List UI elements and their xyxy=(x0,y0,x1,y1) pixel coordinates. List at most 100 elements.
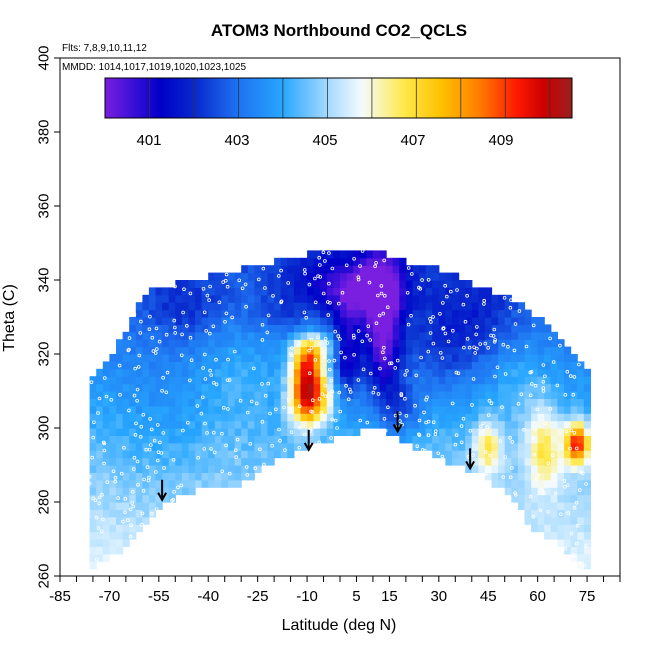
heatmap-cell xyxy=(188,346,196,355)
heatmap-cell xyxy=(228,457,236,466)
heatmap-cell xyxy=(557,435,565,444)
heatmap-cell xyxy=(564,383,572,392)
sample-dot xyxy=(226,357,230,362)
heatmap-cell xyxy=(300,368,308,377)
heatmap-cell xyxy=(274,354,282,362)
heatmap-cell xyxy=(386,376,394,385)
heatmap-cell xyxy=(260,376,269,385)
heatmap-cell xyxy=(550,331,558,340)
heatmap-cell xyxy=(379,420,387,429)
heatmap-cell xyxy=(425,361,433,370)
heatmap-cell xyxy=(537,428,545,436)
heatmap-cell xyxy=(340,280,348,288)
sample-dot xyxy=(208,284,212,289)
heatmap-cell xyxy=(320,309,328,318)
heatmap-cell xyxy=(260,346,269,355)
heatmap-cell xyxy=(399,265,407,274)
heatmap-cell xyxy=(313,361,321,370)
heatmap-cell xyxy=(326,287,334,296)
y-axis-label: Theta (C) xyxy=(1,284,18,352)
heatmap-cell xyxy=(570,539,578,547)
sample-dot xyxy=(90,455,94,460)
sample-dot xyxy=(503,455,508,459)
heatmap-cell xyxy=(524,376,532,385)
heatmap-cell xyxy=(287,324,295,333)
heatmap-cell xyxy=(234,339,242,348)
heatmap-cell xyxy=(293,317,302,325)
heatmap-cell xyxy=(142,346,150,355)
chart-title: ATOM3 Northbound CO2_QCLS xyxy=(211,21,467,40)
heatmap-cell xyxy=(109,479,117,488)
heatmap-cell xyxy=(313,339,321,348)
heatmap-cell xyxy=(504,405,512,414)
heatmap-cell xyxy=(175,368,183,377)
sample-dot xyxy=(333,418,338,423)
heatmap-cell xyxy=(122,457,130,466)
heatmap-cell xyxy=(550,376,558,385)
heatmap-cell xyxy=(465,442,473,451)
heatmap-cell xyxy=(181,361,190,370)
sample-dot xyxy=(307,282,312,287)
heatmap-cell xyxy=(412,331,420,340)
heatmap-cell xyxy=(484,405,493,414)
sample-dot xyxy=(309,409,313,414)
sample-dot xyxy=(201,395,205,400)
sample-dot xyxy=(186,420,190,425)
heatmap-cell xyxy=(208,317,216,325)
heatmap-cell xyxy=(465,450,473,459)
heatmap-cell xyxy=(287,420,295,429)
sample-dot xyxy=(524,344,529,349)
heatmap-cell xyxy=(491,361,499,370)
heatmap-cell xyxy=(300,257,308,266)
heatmap-cell xyxy=(287,272,295,281)
heatmap-cell xyxy=(419,368,427,377)
heatmap-cell xyxy=(544,435,552,444)
sample-dot xyxy=(522,427,526,432)
heatmap-cell xyxy=(359,287,367,296)
heatmap-cell xyxy=(445,324,453,333)
heatmap-cell xyxy=(214,324,222,333)
heatmap-cell xyxy=(412,294,420,303)
heatmap-cell xyxy=(148,346,157,355)
heatmap-cell xyxy=(438,354,446,362)
heatmap-cell xyxy=(392,376,400,385)
heatmap-cell xyxy=(465,376,473,385)
heatmap-cell xyxy=(188,428,196,436)
sample-dot xyxy=(297,404,302,409)
sample-dot xyxy=(235,268,239,272)
heatmap-cell xyxy=(195,465,203,473)
heatmap-cell xyxy=(300,272,308,281)
heatmap-cell xyxy=(162,413,170,422)
heatmap-cell xyxy=(274,383,282,392)
sample-dot xyxy=(270,443,274,448)
heatmap-cell xyxy=(148,465,157,473)
heatmap-cell xyxy=(583,368,591,377)
heatmap-cell xyxy=(307,265,315,274)
heatmap-cell xyxy=(399,368,407,377)
sample-dot xyxy=(382,258,387,263)
sample-dot xyxy=(366,324,371,329)
heatmap-cell xyxy=(96,420,104,429)
heatmap-cell xyxy=(241,331,249,340)
heatmap-cell xyxy=(511,317,519,325)
heatmap-cell xyxy=(142,368,150,377)
heatmap-cell xyxy=(214,361,222,370)
heatmap-cell xyxy=(419,361,427,370)
heatmap-cell xyxy=(148,442,157,451)
heatmap-cell xyxy=(254,442,262,451)
heatmap-cell xyxy=(162,465,170,473)
heatmap-cell xyxy=(432,346,440,355)
heatmap-cell xyxy=(425,435,433,444)
sample-dot xyxy=(393,366,398,370)
heatmap-cell xyxy=(254,317,262,325)
sample-dot xyxy=(413,403,417,408)
heatmap-cell xyxy=(557,405,565,414)
sample-dot xyxy=(181,428,185,433)
heatmap-cell xyxy=(142,339,150,348)
heatmap-cell xyxy=(478,324,486,333)
heatmap-cell xyxy=(307,435,315,444)
heatmap-cell xyxy=(366,413,374,422)
heatmap-cell xyxy=(148,472,157,481)
sample-dot xyxy=(123,510,127,514)
heatmap-cell xyxy=(148,331,157,340)
